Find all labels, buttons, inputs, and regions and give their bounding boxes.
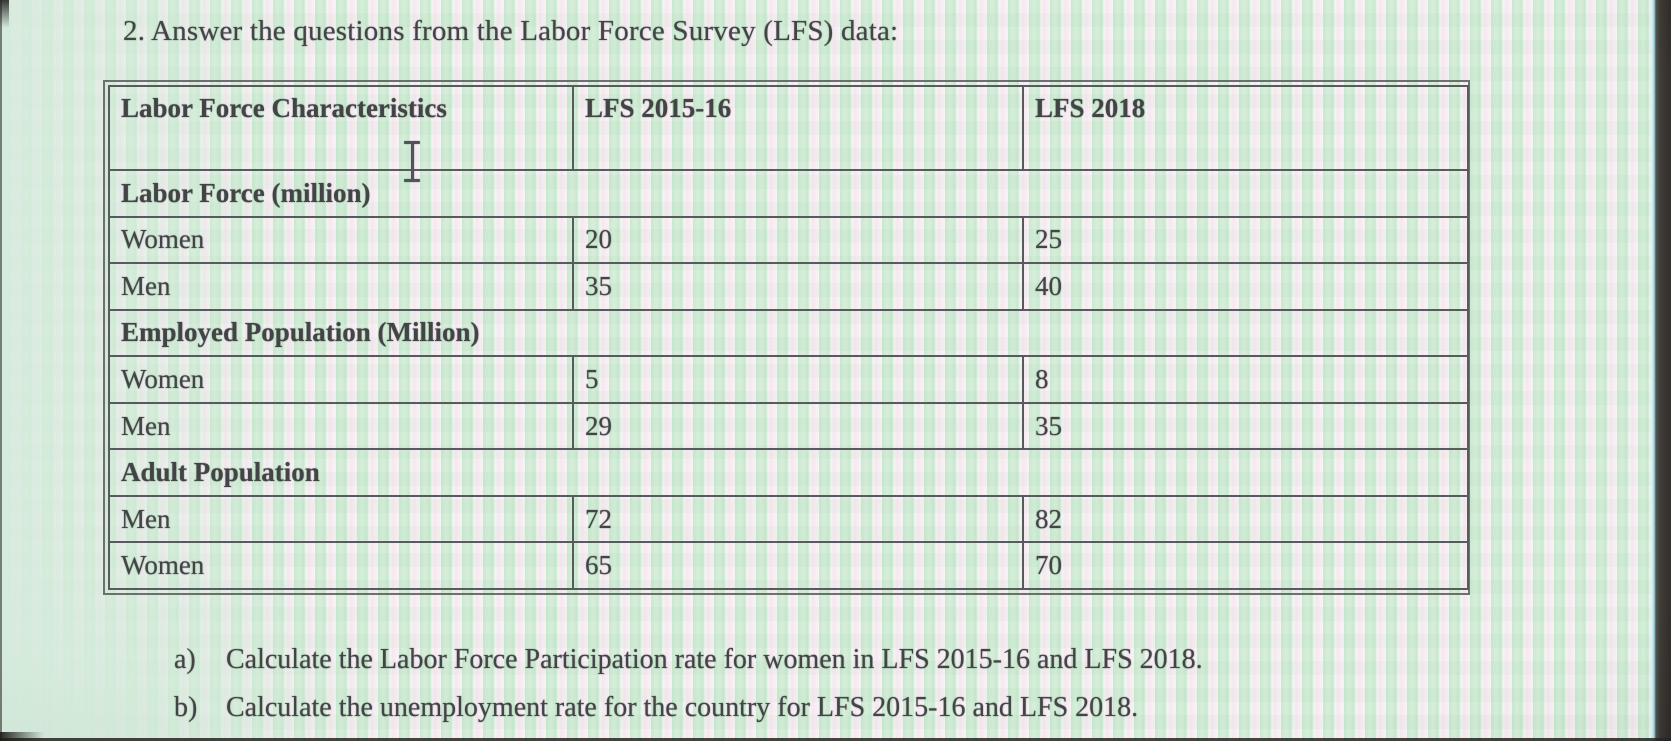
column-header-lfs-2018: LFS 2018 (1022, 85, 1469, 171)
table-row-adult-women: Women 65 70 (108, 541, 1469, 590)
cell-labor-force-women-2015: 20 (572, 215, 1024, 265)
question-b-text: Calculate the unemployment rate for the … (226, 692, 1139, 723)
cell-labor-force-men-2015: 35 (572, 262, 1024, 311)
cell-labor-force-men-2018: 40 (1022, 262, 1469, 311)
cell-employed-men-2015: 29 (572, 401, 1024, 451)
table-row-labor-force-women: Women 20 25 (108, 215, 1469, 265)
screen-corner-top-left (0, 0, 9, 28)
question-a: a) Calculate the Labor Force Participati… (174, 636, 1203, 684)
table-row-adult-men: Men 72 82 (108, 494, 1469, 544)
lfs-data-table: Labor Force Characteristics LFS 2015-16 … (103, 80, 1470, 595)
table-header-row: Labor Force Characteristics LFS 2015-16 … (108, 85, 1469, 171)
cell-adult-men-2015: 72 (572, 494, 1024, 544)
table-row-employed-men: Men 29 35 (108, 401, 1469, 451)
section-title-employed-population: Employed Population (Million) (108, 308, 1469, 358)
table-row-employed-women: Women 5 8 (108, 355, 1469, 404)
cell-label-women: Women (108, 355, 574, 404)
section-title-labor-force: Labor Force (million) (108, 169, 1469, 218)
cell-employed-women-2018: 8 (1022, 355, 1469, 404)
screen-bezel-right (1650, 0, 1671, 741)
cell-adult-women-2015: 65 (572, 541, 1024, 590)
cell-adult-men-2018: 82 (1022, 494, 1469, 544)
section-title-adult-population: Adult Population (108, 448, 1469, 497)
screen-corner-bottom-left (0, 732, 44, 741)
cell-adult-women-2018: 70 (1022, 541, 1469, 590)
question-a-label: a) (174, 644, 196, 675)
cell-label-men: Men (108, 262, 574, 311)
screen-bezel-left (0, 0, 2, 741)
cell-employed-women-2015: 5 (572, 355, 1024, 404)
i-beam-bottom-serif (404, 179, 420, 182)
i-beam-cursor-icon (403, 141, 421, 182)
sub-questions: a) Calculate the Labor Force Participati… (174, 636, 1203, 732)
cell-labor-force-women-2018: 25 (1022, 215, 1469, 265)
question-b-label: b) (174, 692, 198, 723)
section-row-labor-force: Labor Force (million) (108, 169, 1469, 218)
table-row-labor-force-men: Men 35 40 (108, 262, 1469, 311)
column-header-lfs-2015-16: LFS 2015-16 (572, 85, 1024, 171)
section-row-employed-population: Employed Population (Million) (108, 308, 1469, 358)
question-title: 2. Answer the questions from the Labor F… (123, 15, 899, 47)
cell-label-women: Women (108, 541, 574, 590)
cell-label-men: Men (108, 401, 574, 451)
question-a-text: Calculate the Labor Force Participation … (226, 644, 1203, 675)
question-b: b) Calculate the unemployment rate for t… (174, 684, 1203, 732)
i-beam-stem (411, 142, 414, 181)
cell-label-women: Women (108, 215, 574, 265)
cell-employed-men-2018: 35 (1022, 401, 1469, 451)
column-header-characteristics: Labor Force Characteristics (108, 85, 574, 171)
cell-label-men: Men (108, 494, 574, 544)
screen-bezel-bottom (0, 738, 1671, 741)
section-row-adult-population: Adult Population (108, 448, 1469, 497)
